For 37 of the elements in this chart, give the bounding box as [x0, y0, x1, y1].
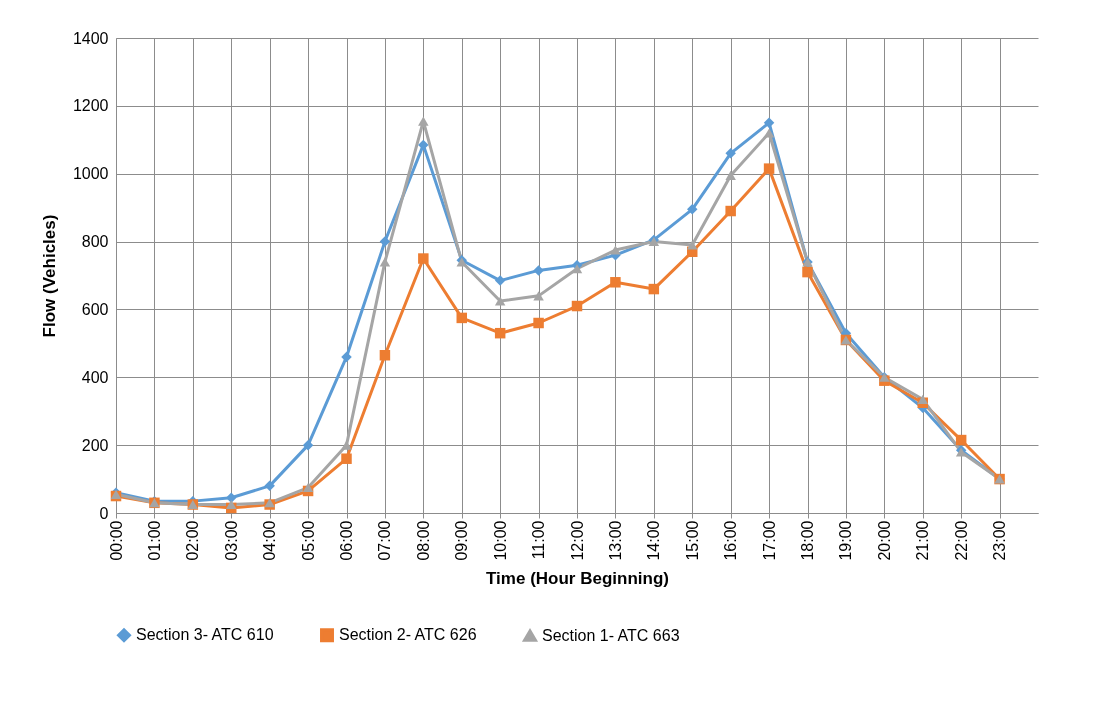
- y-tick-label: 1000: [72, 165, 109, 183]
- x-tick-label: 07:00: [376, 520, 394, 561]
- x-tick-label: 02:00: [184, 520, 202, 561]
- legend-label: Section 3- ATC 610: [136, 626, 274, 644]
- x-tick-label: 10:00: [491, 520, 509, 561]
- y-tick-label: 800: [81, 233, 109, 251]
- x-tick-label: 20:00: [875, 520, 893, 561]
- x-tick-label: 06:00: [338, 520, 355, 561]
- x-tick-label: 12:00: [568, 520, 586, 561]
- x-tick-label: 13:00: [606, 520, 624, 561]
- x-tick-label: 01:00: [145, 520, 163, 561]
- x-tick-label: 23:00: [991, 520, 1009, 561]
- x-axis-title: Time (Hour Beginning): [486, 568, 669, 588]
- x-tick-label: 04:00: [261, 520, 279, 561]
- y-tick-label: 1400: [72, 29, 109, 47]
- y-tick-label: 0: [99, 504, 109, 522]
- x-tick-label: 11:00: [530, 520, 548, 560]
- x-tick-label: 18:00: [799, 520, 816, 561]
- x-tick-label: 08:00: [414, 520, 432, 561]
- x-tick-label: 09:00: [453, 520, 471, 561]
- x-tick-label: 00:00: [107, 520, 125, 561]
- x-tick-label: 03:00: [222, 520, 240, 561]
- x-tick-label: 17:00: [760, 520, 778, 561]
- x-tick-label: 21:00: [914, 520, 932, 561]
- x-tick-label: 05:00: [299, 520, 317, 561]
- x-tick-label: 22:00: [952, 520, 970, 561]
- y-tick-label: 600: [81, 300, 109, 318]
- legend-label: Section 1- ATC 663: [542, 626, 680, 644]
- y-tick-label: 400: [81, 368, 109, 386]
- y-tick-label: 200: [81, 436, 109, 454]
- y-axis-title: Flow (Vehicles): [39, 214, 59, 338]
- x-tick-label: 15:00: [683, 520, 701, 561]
- x-tick-label: 19:00: [837, 520, 855, 561]
- y-tick-label: 1200: [72, 97, 109, 115]
- legend-label: Section 2- ATC 626: [339, 626, 477, 644]
- x-tick-label: 16:00: [722, 520, 740, 561]
- x-tick-label: 14:00: [645, 520, 663, 561]
